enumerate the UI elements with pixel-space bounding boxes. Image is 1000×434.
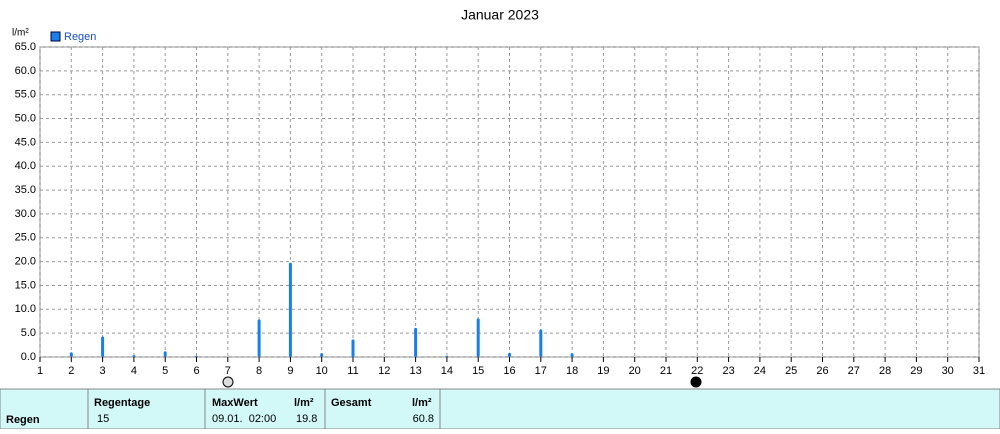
y-tick-label: 55.0	[15, 89, 36, 101]
y-tick-label: 40.0	[15, 160, 36, 172]
y-tick-label: 10.0	[15, 303, 36, 315]
bar	[69, 352, 73, 357]
x-tick-label: 15	[472, 365, 484, 377]
x-tick-label: 23	[722, 365, 734, 377]
table-cell: 19.8	[296, 413, 317, 425]
x-tick-label: 20	[629, 365, 641, 377]
table-cell: 60.8	[413, 413, 434, 425]
bar	[320, 353, 324, 357]
x-tick-label: 4	[131, 365, 137, 377]
x-tick-label: 16	[503, 365, 515, 377]
bar	[445, 356, 449, 357]
x-tick-label: 13	[409, 365, 421, 377]
chart-title: Januar 2023	[461, 7, 539, 23]
legend-swatch	[50, 31, 61, 42]
x-tick-label: 28	[879, 365, 891, 377]
x-tick-label: 9	[287, 365, 293, 377]
bar	[508, 352, 511, 357]
x-tick-label: 1	[37, 365, 43, 377]
bar	[195, 356, 198, 357]
table-header: MaxWert	[212, 397, 258, 409]
x-tick-label: 22	[691, 365, 703, 377]
y-tick-label: 60.0	[15, 65, 36, 77]
y-tick-label: 15.0	[15, 279, 36, 291]
y-tick-label: 20.0	[15, 256, 36, 268]
table-row-label: Regen	[6, 414, 40, 426]
x-tick-label: 5	[162, 365, 168, 377]
bar	[101, 336, 105, 357]
x-tick-label: 3	[100, 365, 106, 377]
x-tick-label: 17	[535, 365, 547, 377]
x-tick-label: 27	[848, 365, 860, 377]
x-tick-label: 29	[910, 365, 922, 377]
y-tick-label: 0.0	[21, 351, 36, 363]
table-cell: 09.01. 02:00	[212, 413, 276, 425]
plot-area	[39, 46, 980, 358]
table-header: l/m²	[412, 397, 432, 409]
y-tick-label: 45.0	[15, 136, 36, 148]
y-tick-label: 65.0	[15, 41, 36, 53]
x-tick-label: 30	[942, 365, 954, 377]
table-background	[0, 388, 1000, 430]
x-tick-label: 31	[973, 365, 985, 377]
x-tick-label: 8	[256, 365, 262, 377]
y-tick-label: 25.0	[15, 232, 36, 244]
x-tick-label: 18	[566, 365, 578, 377]
bar	[570, 353, 574, 357]
bar	[163, 351, 167, 357]
y-tick-label: 5.0	[21, 327, 36, 339]
table-cell: 15	[97, 413, 109, 425]
x-tick-label: 26	[816, 365, 828, 377]
x-tick-label: 11	[347, 365, 358, 377]
x-tick-label: 21	[660, 365, 672, 377]
x-tick-label: 19	[597, 365, 609, 377]
x-tick-label: 6	[193, 365, 199, 377]
marker-icon	[222, 376, 234, 388]
y-tick-label: 30.0	[15, 208, 36, 220]
x-tick-label: 25	[785, 365, 797, 377]
bar	[414, 327, 418, 357]
marker-icon	[690, 376, 702, 388]
x-tick-label: 2	[68, 365, 74, 377]
y-axis-label: l/m²	[12, 28, 29, 39]
x-tick-label: 10	[316, 365, 328, 377]
y-tick-label: 50.0	[15, 112, 36, 124]
table-header: Gesamt	[331, 397, 372, 409]
x-tick-label: 14	[441, 365, 453, 377]
legend-label: Regen	[64, 31, 96, 43]
bar	[539, 329, 543, 357]
bar	[288, 262, 292, 357]
summary-table: Regentage MaxWert l/m² Gesamt l/m² Regen…	[0, 388, 1000, 430]
bar	[476, 318, 480, 357]
table-header: l/m²	[294, 397, 314, 409]
x-tick-label: 24	[754, 365, 766, 377]
bar	[257, 319, 261, 357]
x-tick-label: 12	[378, 365, 390, 377]
bar	[132, 355, 136, 357]
table-header: Regentage	[94, 397, 150, 409]
y-tick-label: 35.0	[15, 184, 36, 196]
bar	[351, 339, 355, 357]
x-tick-label: 7	[225, 365, 231, 377]
